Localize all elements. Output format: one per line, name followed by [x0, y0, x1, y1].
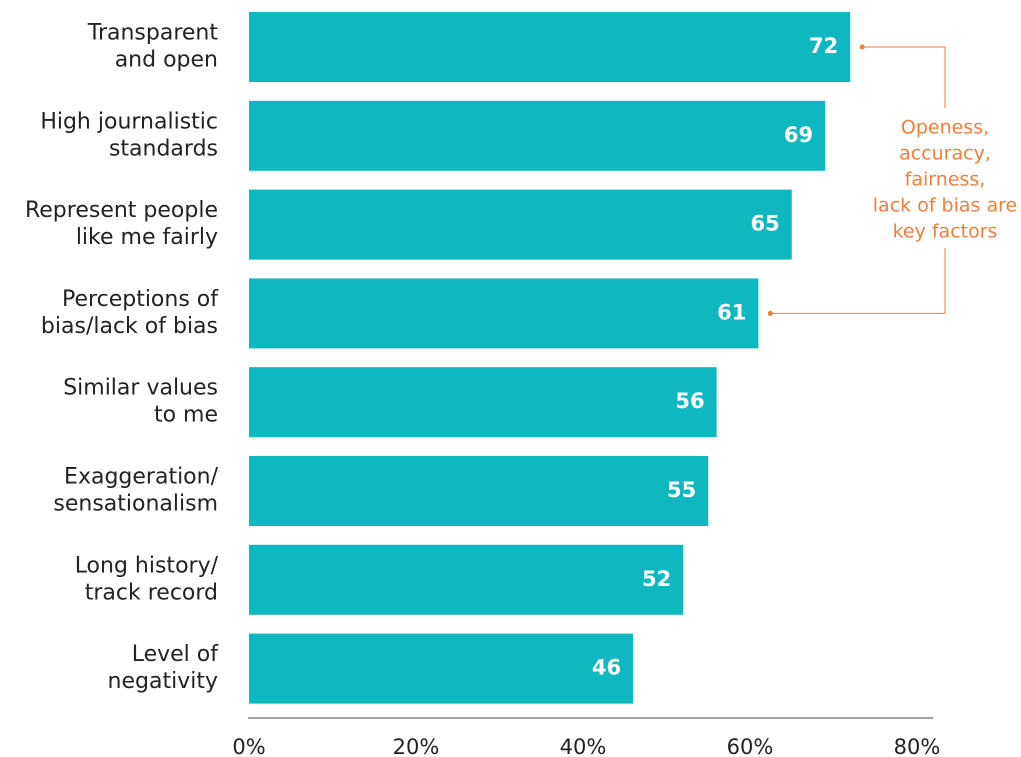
category-label: Represent people — [25, 198, 218, 223]
bar — [249, 367, 717, 438]
value-label: 65 — [751, 212, 780, 236]
category-label: Transparent — [87, 21, 219, 46]
value-label: 46 — [592, 656, 621, 680]
value-label: 56 — [675, 389, 704, 413]
value-label: 69 — [784, 123, 813, 147]
annotation-dot — [767, 310, 773, 316]
category-label: Long history/ — [75, 553, 219, 578]
category-label: like me fairly — [76, 225, 218, 250]
category-label: High journalistic — [40, 109, 218, 134]
category-label: sensationalism — [53, 492, 218, 517]
category-label: bias/lack of bias — [41, 314, 218, 339]
x-tick-label: 0% — [232, 735, 265, 757]
category-label: track record — [85, 580, 218, 605]
category-label: Exaggeration/ — [64, 465, 219, 490]
category-label: Similar values — [63, 376, 218, 401]
bar — [249, 100, 826, 171]
value-label: 52 — [642, 567, 671, 591]
value-label: 55 — [667, 478, 696, 502]
x-tick-label: 60% — [727, 735, 774, 757]
value-label: 61 — [717, 300, 746, 324]
annotation-text: fairness, — [905, 169, 986, 191]
annotation-text: accuracy, — [899, 143, 991, 165]
category-label: standards — [109, 136, 218, 161]
annotation-text: Openess, — [901, 117, 989, 139]
x-tick-label: 20% — [393, 735, 440, 757]
annotation-text: key factors — [893, 221, 998, 243]
annotation-backdrop — [862, 108, 1021, 249]
bar — [249, 278, 759, 349]
bar — [249, 12, 851, 82]
category-label: and open — [115, 48, 218, 73]
category-label: Level of — [132, 642, 220, 667]
x-tick-label: 40% — [560, 735, 607, 757]
bar — [249, 633, 634, 704]
value-label: 72 — [809, 34, 838, 58]
bar — [249, 456, 709, 526]
bar — [249, 189, 792, 260]
category-label: to me — [154, 403, 218, 428]
annotation-text: lack of bias are — [873, 195, 1017, 217]
category-label: Perceptions of — [62, 287, 219, 312]
bar — [249, 544, 684, 615]
category-label: negativity — [108, 669, 218, 694]
annotation-dot — [859, 44, 865, 50]
x-tick-label: 80% — [894, 735, 941, 757]
